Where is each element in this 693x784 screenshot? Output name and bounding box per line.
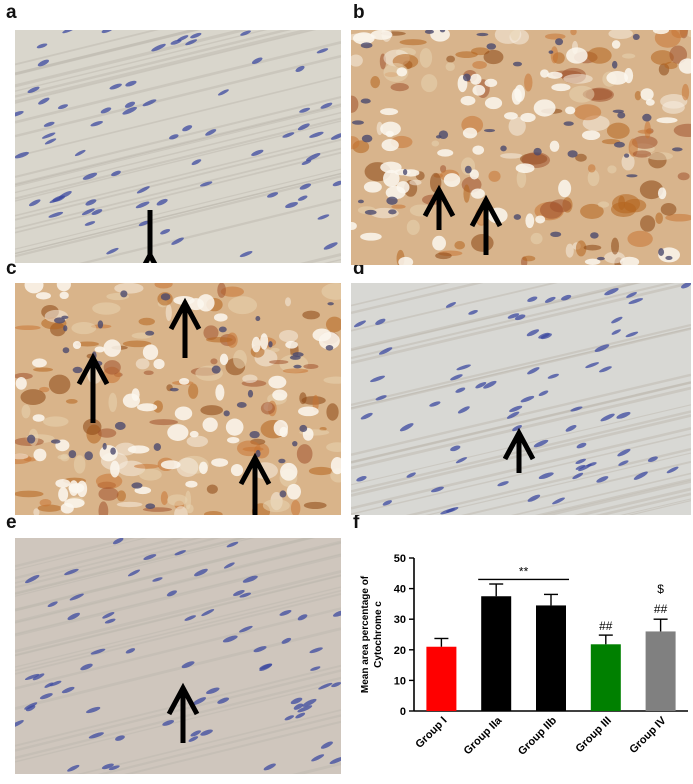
y-tick-label: 0 [400,706,406,718]
bar-group-i [426,646,457,711]
x-tick-label: Group IV [627,714,669,756]
significance-marker: $ [657,582,664,596]
y-tick-label: 10 [394,675,406,687]
micrograph-a-image [15,30,341,263]
bar-group-iii [590,644,621,711]
y-tick-label: 20 [394,645,406,657]
micrograph-e [15,538,341,774]
x-tick-label: Group III [573,715,613,755]
x-tick-label: Group IIa [462,714,505,757]
micrograph-c [15,283,341,515]
panel-label-c: c [6,258,17,279]
y-tick-label: 50 [394,553,406,565]
micrograph-a [15,30,341,263]
y-axis-label: Mean area percentage of Cytochrome c [360,575,384,693]
micrograph-e-image [15,538,341,774]
bar-group-iib [536,605,566,711]
significance-marker: ## [654,602,668,616]
significance-marker: ## [599,619,613,633]
panel-label-e: e [6,512,17,533]
panel-label-f: f [353,512,360,533]
x-tick-label: Group IIb [516,714,559,757]
y-tick-label: 30 [394,614,406,626]
panel-label-b: b [353,2,365,23]
panel-label-a: a [6,2,17,23]
micrograph-c-image [15,283,341,515]
bar-group-iia [481,596,512,711]
y-tick-label: 40 [394,584,406,596]
panel-label-d: d [353,258,365,279]
micrograph-d-image [351,283,691,515]
significance-marker: ** [519,564,529,578]
micrograph-b-image [351,30,691,265]
bar-chart: 0 10 20 30 40 50 Mean area percentage of Cytoch… [360,553,688,758]
bar-group-iv [645,631,676,711]
micrograph-d [351,283,691,515]
micrograph-b [351,30,691,265]
x-tick-label: Group I [413,715,449,751]
